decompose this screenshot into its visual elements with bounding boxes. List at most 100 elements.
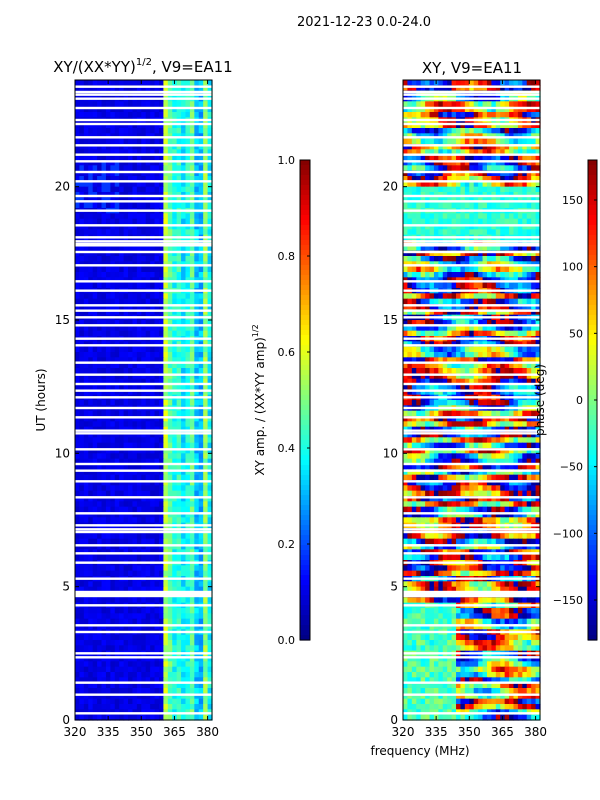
amplitude-cell xyxy=(88,256,94,262)
amplitude-cell xyxy=(105,666,111,673)
phase-cell xyxy=(429,245,435,252)
amplitude-cell xyxy=(176,320,182,326)
phase-cell xyxy=(504,170,510,177)
phase-cell xyxy=(416,250,422,257)
phase-cell xyxy=(491,85,497,92)
amplitude-cell xyxy=(163,693,169,700)
amplitude-cell xyxy=(150,213,156,220)
amplitude-cell xyxy=(123,506,129,513)
colorbar-segment xyxy=(300,160,310,166)
amplitude-cell xyxy=(189,218,195,225)
amplitude-cell xyxy=(181,613,187,620)
amplitude-cell xyxy=(88,80,94,86)
amplitude-cell xyxy=(123,304,129,310)
amplitude-cell xyxy=(136,533,142,540)
amplitude-cell xyxy=(163,544,169,550)
phase-cell xyxy=(482,213,488,220)
phase-cell xyxy=(420,112,426,118)
amplitude-cell xyxy=(163,282,169,289)
phase-cell xyxy=(522,101,528,108)
phase-cell xyxy=(478,213,484,220)
amplitude-cell xyxy=(181,485,187,492)
flagged-row xyxy=(75,144,212,147)
amplitude-cell xyxy=(92,320,98,326)
amplitude-cell xyxy=(88,640,94,646)
amplitude-cell xyxy=(136,149,142,156)
colorbar-segment xyxy=(300,165,310,171)
amplitude-cell xyxy=(75,517,81,524)
amplitude-cell xyxy=(119,181,125,188)
amplitude-cell xyxy=(172,677,178,684)
amplitude-cell xyxy=(181,624,187,630)
phase-cell xyxy=(517,138,523,145)
amplitude-cell xyxy=(92,256,98,262)
amplitude-cell xyxy=(167,437,173,444)
amplitude-cell xyxy=(203,282,209,289)
amplitude-cell xyxy=(145,229,151,236)
amplitude-cell xyxy=(207,448,213,454)
amplitude-cell xyxy=(172,389,178,396)
amplitude-cell xyxy=(163,421,169,428)
amplitude-cell xyxy=(181,378,187,385)
phase-cell xyxy=(407,112,413,118)
amplitude-cell xyxy=(101,581,107,588)
amplitude-cell xyxy=(141,453,147,460)
phase-cell xyxy=(456,202,462,209)
phase-cell xyxy=(482,181,488,188)
amplitude-cell xyxy=(176,613,182,620)
phase-cell xyxy=(486,149,492,156)
colorbar-segment xyxy=(300,355,310,361)
phase-cell xyxy=(491,170,497,177)
amplitude-cell xyxy=(105,634,111,641)
amplitude-cell xyxy=(172,400,178,406)
amplitude-cell xyxy=(141,661,147,668)
amplitude-cell xyxy=(203,570,209,577)
amplitude-cell xyxy=(101,245,107,252)
amplitude-cell xyxy=(141,618,147,625)
amplitude-cell xyxy=(110,485,116,492)
phase-cell xyxy=(478,122,484,129)
amplitude-cell xyxy=(181,181,187,188)
amplitude-cell xyxy=(189,106,195,113)
amplitude-cell xyxy=(203,458,209,465)
amplitude-cell xyxy=(181,554,187,561)
amplitude-cell xyxy=(92,714,98,721)
phase-cell xyxy=(464,101,470,108)
amplitude-cell xyxy=(79,213,85,220)
amplitude-cell xyxy=(83,618,89,625)
amplitude-cell xyxy=(97,325,103,332)
amplitude-cell xyxy=(141,309,147,316)
amplitude-cell xyxy=(185,410,191,417)
amplitude-cell xyxy=(132,448,138,454)
amplitude-cell xyxy=(114,256,120,262)
phase-cell xyxy=(447,144,453,150)
phase-cell xyxy=(482,122,488,129)
colorbar-segment xyxy=(300,630,310,636)
phase-cell xyxy=(509,122,515,129)
phase-cell xyxy=(438,154,444,161)
flagged-row xyxy=(75,180,212,183)
amplitude-cell xyxy=(198,106,204,113)
amplitude-cell xyxy=(128,330,134,337)
amplitude-cell xyxy=(154,373,160,380)
amplitude-cell xyxy=(176,704,182,710)
amplitude-cell xyxy=(136,309,142,316)
phase-cell xyxy=(464,122,470,129)
amplitude-cell xyxy=(75,357,81,364)
phase-cell xyxy=(407,101,413,108)
phase-cell xyxy=(500,149,506,156)
amplitude-cell xyxy=(189,320,195,326)
phase-cell xyxy=(451,186,457,193)
amplitude-cell xyxy=(189,272,195,278)
phase-cell xyxy=(513,165,519,172)
amplitude-cell xyxy=(88,410,94,417)
colorbar-segment xyxy=(300,290,310,296)
amplitude-cell xyxy=(136,704,142,710)
amplitude-cell xyxy=(79,373,85,380)
amplitude-cell xyxy=(75,186,81,193)
amplitude-cell xyxy=(132,474,138,481)
amplitude-cell xyxy=(88,693,94,700)
amplitude-cell xyxy=(97,474,103,481)
amplitude-cell xyxy=(181,256,187,262)
amplitude-cell xyxy=(198,442,204,449)
